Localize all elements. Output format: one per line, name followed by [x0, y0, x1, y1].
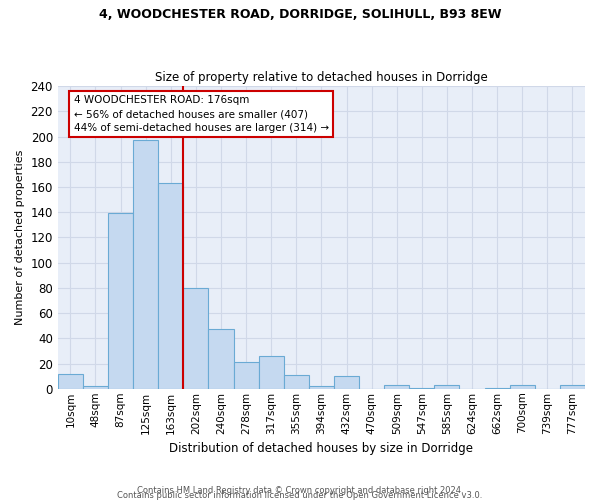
Bar [58, 374, 83, 389]
Text: 4 WOODCHESTER ROAD: 176sqm
← 56% of detached houses are smaller (407)
44% of sem: 4 WOODCHESTER ROAD: 176sqm ← 56% of deta… [74, 95, 329, 133]
Bar [83, 386, 108, 389]
Bar [485, 388, 509, 389]
Bar [384, 385, 409, 389]
Bar [284, 375, 309, 389]
Title: Size of property relative to detached houses in Dorridge: Size of property relative to detached ho… [155, 70, 488, 84]
Bar [560, 385, 585, 389]
Bar [233, 362, 259, 389]
Bar [509, 385, 535, 389]
Bar [133, 140, 158, 389]
Y-axis label: Number of detached properties: Number of detached properties [15, 150, 25, 325]
Text: Contains HM Land Registry data © Crown copyright and database right 2024.: Contains HM Land Registry data © Crown c… [137, 486, 463, 495]
Bar [309, 386, 334, 389]
Text: Contains public sector information licensed under the Open Government Licence v3: Contains public sector information licen… [118, 490, 482, 500]
Bar [158, 183, 184, 389]
Text: 4, WOODCHESTER ROAD, DORRIDGE, SOLIHULL, B93 8EW: 4, WOODCHESTER ROAD, DORRIDGE, SOLIHULL,… [99, 8, 501, 20]
Bar [208, 330, 233, 389]
Bar [259, 356, 284, 389]
Bar [409, 388, 434, 389]
Bar [108, 214, 133, 389]
Bar [184, 288, 208, 389]
Bar [334, 376, 359, 389]
Bar [434, 385, 460, 389]
X-axis label: Distribution of detached houses by size in Dorridge: Distribution of detached houses by size … [169, 442, 473, 455]
